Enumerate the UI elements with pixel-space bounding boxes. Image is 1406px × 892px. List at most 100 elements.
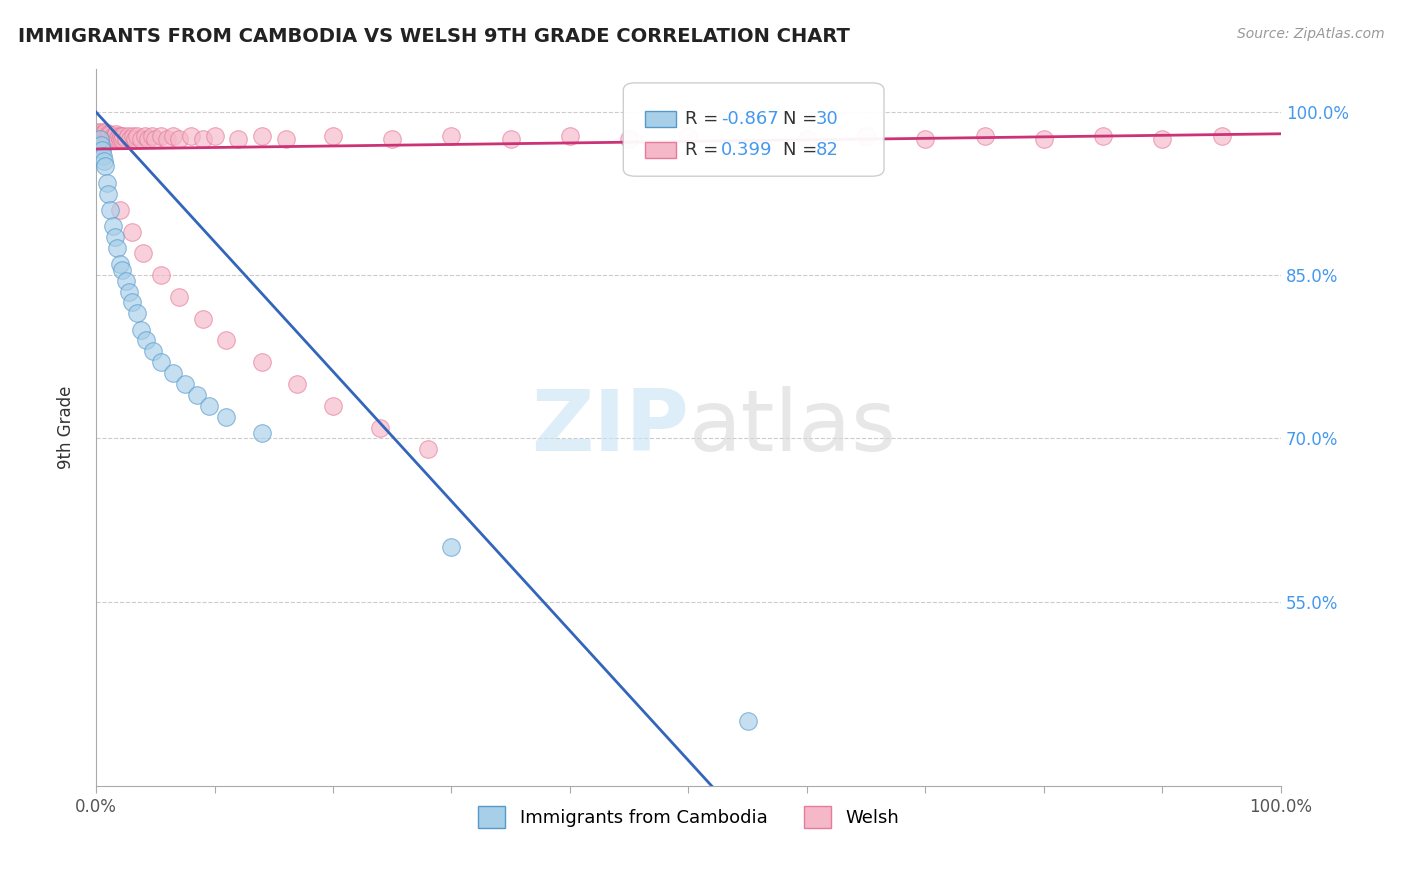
Point: [94, 128, 117, 143]
Point: [191, 311, 214, 326]
Point: [440, 540, 463, 554]
Point: [135, 334, 157, 348]
Point: [215, 334, 238, 348]
Point: [121, 128, 143, 143]
FancyBboxPatch shape: [644, 111, 676, 127]
Point: [93, 153, 115, 168]
Point: [111, 262, 134, 277]
Point: [91, 148, 114, 162]
Point: [129, 132, 152, 146]
Point: [118, 285, 141, 299]
Point: [91, 128, 114, 143]
Point: [96, 128, 118, 143]
Point: [103, 132, 125, 146]
Point: [191, 132, 214, 146]
Point: [1033, 132, 1056, 146]
Point: [215, 409, 238, 424]
Point: [1211, 128, 1233, 143]
Point: [558, 128, 581, 143]
Point: [117, 128, 139, 143]
Point: [87, 125, 110, 139]
Point: [678, 128, 700, 143]
Point: [96, 176, 118, 190]
Point: [274, 132, 297, 146]
Point: [156, 132, 179, 146]
Point: [93, 132, 115, 146]
Point: [737, 714, 759, 729]
Point: [796, 132, 818, 146]
Point: [91, 127, 114, 141]
Point: [97, 132, 120, 146]
Text: -0.867: -0.867: [721, 110, 779, 128]
Point: [381, 132, 404, 146]
Point: [1092, 128, 1115, 143]
Point: [121, 225, 143, 239]
Point: [90, 128, 112, 143]
Point: [104, 230, 127, 244]
Point: [150, 355, 173, 369]
Legend: Immigrants from Cambodia, Welsh: Immigrants from Cambodia, Welsh: [471, 798, 905, 835]
Point: [108, 132, 131, 146]
Point: [855, 128, 877, 143]
Point: [114, 132, 136, 146]
Point: [250, 355, 273, 369]
Point: [90, 125, 112, 139]
Point: [416, 442, 439, 457]
Point: [197, 399, 219, 413]
Point: [112, 128, 135, 143]
Point: [101, 128, 124, 143]
Point: [110, 128, 132, 143]
Point: [180, 128, 202, 143]
Point: [90, 137, 112, 152]
Point: [108, 257, 131, 271]
Point: [89, 127, 111, 141]
Point: [143, 132, 166, 146]
Point: [1152, 132, 1174, 146]
Text: N =: N =: [783, 141, 823, 159]
Point: [186, 388, 208, 402]
Point: [120, 132, 142, 146]
Point: [440, 128, 463, 143]
Point: [93, 127, 115, 141]
Point: [98, 202, 121, 217]
Point: [132, 246, 155, 260]
Point: [105, 132, 128, 146]
Point: [142, 344, 165, 359]
Point: [104, 128, 127, 143]
Text: 82: 82: [815, 141, 838, 159]
FancyBboxPatch shape: [644, 142, 676, 158]
Point: [150, 268, 173, 283]
Point: [107, 128, 129, 143]
Point: [173, 376, 195, 391]
Point: [287, 376, 309, 391]
Text: IMMIGRANTS FROM CAMBODIA VS WELSH 9TH GRADE CORRELATION CHART: IMMIGRANTS FROM CAMBODIA VS WELSH 9TH GR…: [18, 27, 851, 45]
Point: [127, 128, 149, 143]
Point: [250, 425, 273, 440]
Text: R =: R =: [685, 141, 724, 159]
Point: [250, 128, 273, 143]
Point: [322, 399, 344, 413]
Text: atlas: atlas: [689, 386, 897, 469]
Point: [204, 128, 226, 143]
Point: [499, 132, 522, 146]
Point: [162, 366, 184, 380]
Point: [100, 132, 122, 146]
Point: [129, 323, 152, 337]
Point: [97, 186, 120, 201]
Point: [370, 420, 392, 434]
Point: [101, 219, 124, 234]
Point: [111, 132, 134, 146]
Point: [91, 143, 114, 157]
Point: [973, 128, 995, 143]
Text: 0.399: 0.399: [721, 141, 772, 159]
Point: [162, 128, 184, 143]
Point: [89, 132, 111, 146]
Point: [127, 306, 149, 320]
Point: [226, 132, 249, 146]
Point: [124, 132, 146, 146]
Point: [114, 274, 136, 288]
Text: R =: R =: [685, 110, 724, 128]
Point: [150, 128, 173, 143]
Y-axis label: 9th Grade: 9th Grade: [58, 386, 75, 469]
Point: [98, 132, 121, 146]
